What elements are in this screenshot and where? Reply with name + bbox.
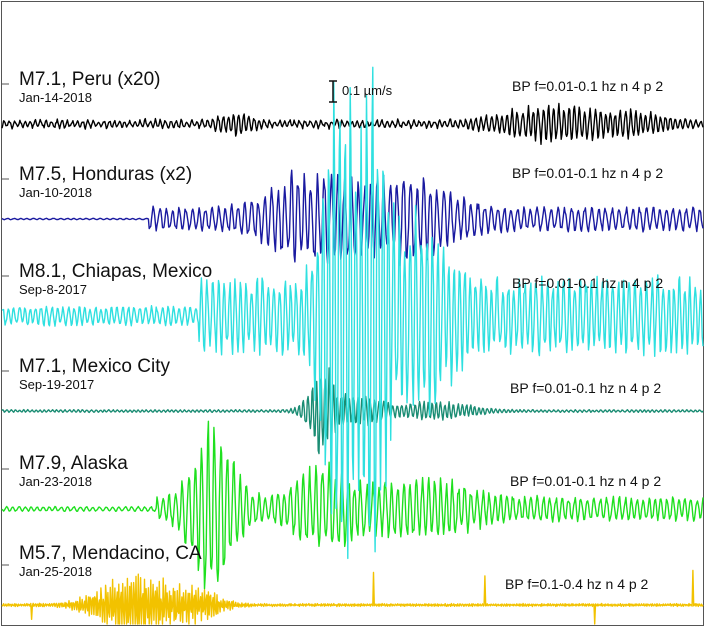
series-line <box>1 66 704 560</box>
scale-bar-label: 0.1 µm/s <box>342 83 393 98</box>
series-title: M8.1, Chiapas, Mexico <box>19 261 212 282</box>
series-title: M7.9, Alaska <box>19 453 128 474</box>
series-filter: BP f=0.01-0.1 hz n 4 p 2 <box>510 380 661 396</box>
series-date: Jan-10-2018 <box>19 185 92 200</box>
series-date: Sep-19-2017 <box>19 377 94 392</box>
series-filter: BP f=0.01-0.1 hz n 4 p 2 <box>510 473 661 489</box>
series-date: Jan-23-2018 <box>19 474 92 489</box>
series-filter: BP f=0.1-0.4 hz n 4 p 2 <box>505 576 649 592</box>
series-title: M7.5, Honduras (x2) <box>19 164 192 185</box>
series-line <box>1 420 704 590</box>
series-filter: BP f=0.01-0.1 hz n 4 p 2 <box>512 78 663 94</box>
series-title: M7.1, Peru (x20) <box>19 69 161 90</box>
series-date: Sep-8-2017 <box>19 282 87 297</box>
series-title: M7.1, Mexico City <box>19 356 170 377</box>
series-date: Jan-14-2018 <box>19 90 92 105</box>
series-title: M5.7, Mendacino, CA <box>19 543 202 564</box>
series-filter: BP f=0.01-0.1 hz n 4 p 2 <box>512 165 663 181</box>
series-filter: BP f=0.01-0.1 hz n 4 p 2 <box>512 275 663 291</box>
series-line <box>1 102 704 145</box>
series-line <box>1 169 704 267</box>
series-line <box>1 569 704 625</box>
scale-bar: 0.1 µm/s <box>329 80 393 103</box>
series-date: Jan-25-2018 <box>19 564 92 579</box>
